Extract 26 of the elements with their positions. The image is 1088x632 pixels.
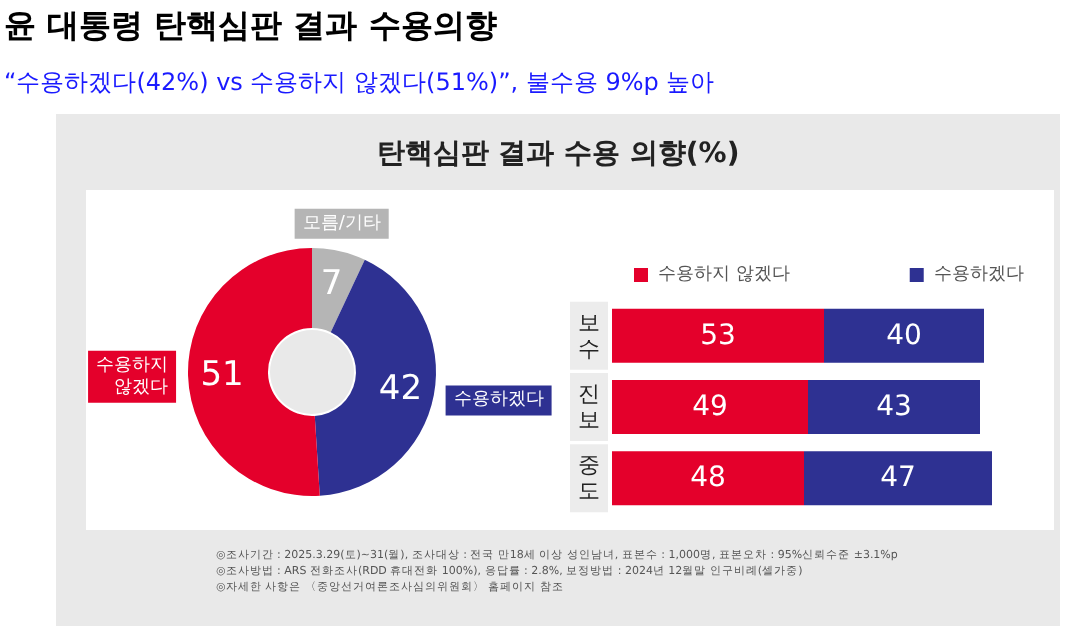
data-label: 51 <box>200 354 244 395</box>
data-label: 53 <box>700 319 736 352</box>
y-tick-label: 진보 <box>578 381 600 433</box>
data-label: 40 <box>886 319 922 352</box>
slice-label: 모름/기타 <box>302 213 381 234</box>
data-label: 49 <box>692 391 728 423</box>
y-tick-label: 보수 <box>578 309 600 362</box>
y-tick-label: 중도 <box>578 452 600 505</box>
chart-subtitle: “수용하겠다(42%) vs 수용하지 않겠다(51%)”, 불수용 9%p 높아 <box>4 66 715 100</box>
bar <box>808 380 980 434</box>
data-label: 42 <box>378 368 423 409</box>
legend-label: 수용하지 않겠다 <box>658 265 790 285</box>
data-label: 48 <box>690 462 726 495</box>
bar <box>824 308 984 363</box>
bar <box>804 451 992 506</box>
slice-label: 수용하겠다 <box>453 390 544 411</box>
data-label: 47 <box>880 462 916 495</box>
bar <box>612 380 808 434</box>
bar <box>612 308 824 363</box>
legend-label: 수용하겠다 <box>933 265 1024 285</box>
data-label: 7 <box>320 264 343 305</box>
slice-label: 수용하지 않겠다 <box>96 355 169 398</box>
chart-title: 윤 대통령 탄핵심판 결과 수용의향 <box>4 6 497 48</box>
data-label: 43 <box>876 391 912 423</box>
text: 탄핵심판 결과 수용 의향(%) <box>374 136 742 172</box>
bar <box>612 451 804 506</box>
